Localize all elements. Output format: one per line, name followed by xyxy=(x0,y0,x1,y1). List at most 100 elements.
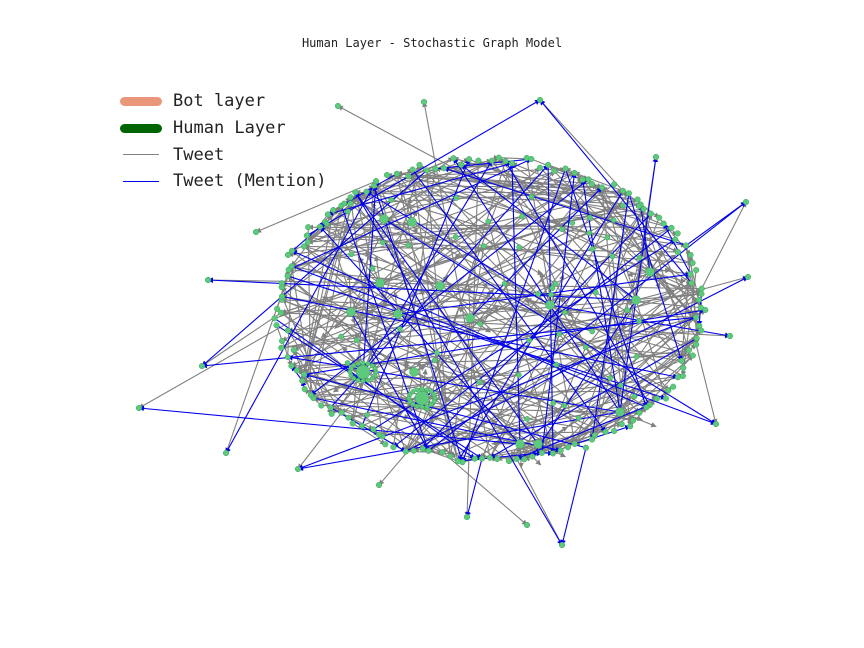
graph-node xyxy=(643,404,650,411)
graph-node xyxy=(370,426,377,433)
tweet-edge xyxy=(541,347,587,454)
graph-node xyxy=(288,263,295,270)
graph-node xyxy=(609,253,616,260)
graph-node xyxy=(488,157,495,164)
graph-node xyxy=(693,341,700,348)
tweet-edge xyxy=(487,221,555,454)
tweet-edge xyxy=(561,228,687,248)
graph-node xyxy=(425,447,432,454)
graph-node xyxy=(689,259,696,267)
legend-swatch-human-layer xyxy=(120,123,162,133)
graph-node xyxy=(528,193,535,200)
graph-node xyxy=(419,445,426,452)
mention-edge xyxy=(590,193,630,441)
legend-item-tweet-mention: Tweet (Mention) xyxy=(118,168,327,195)
graph-node xyxy=(439,449,446,456)
tweet-edge xyxy=(649,271,686,283)
tweet-edge xyxy=(386,174,556,285)
graph-node xyxy=(477,321,483,327)
graph-node xyxy=(301,371,308,378)
graph-node xyxy=(625,190,632,197)
graph-node xyxy=(379,214,389,224)
graph-node xyxy=(712,420,720,428)
graph-node xyxy=(316,223,324,230)
legend-swatch-tweet xyxy=(123,154,159,156)
graph-node xyxy=(222,449,230,457)
graph-node xyxy=(376,431,383,438)
tweet-edge xyxy=(296,219,614,371)
graph-node xyxy=(279,293,286,300)
mention-edge xyxy=(366,191,551,306)
tweet-edge xyxy=(319,197,457,229)
graph-node xyxy=(330,206,337,214)
graph-node xyxy=(495,154,502,161)
mention-edge xyxy=(319,226,521,445)
graph-node xyxy=(689,352,696,359)
graph-node xyxy=(538,449,545,456)
graph-node xyxy=(634,196,641,203)
graph-node xyxy=(582,444,589,451)
graph-node xyxy=(672,236,679,243)
graph-node xyxy=(521,456,528,463)
legend-label: Tweet xyxy=(173,144,225,165)
graph-node xyxy=(486,454,493,461)
graph-node xyxy=(624,307,631,314)
graph-node xyxy=(365,377,371,383)
graph-node xyxy=(419,386,425,392)
graph-node xyxy=(633,353,640,360)
graph-node xyxy=(744,273,752,281)
mention-edge xyxy=(340,173,398,207)
graph-node xyxy=(423,167,430,174)
mention-edge xyxy=(505,160,651,406)
graph-node xyxy=(380,239,386,246)
graph-node xyxy=(465,313,475,323)
tweet-edge xyxy=(296,369,415,452)
mention-edge xyxy=(288,158,532,271)
mention-edge xyxy=(297,316,697,470)
graph-node xyxy=(463,513,471,521)
graph-node xyxy=(355,364,371,380)
graph-node xyxy=(420,98,428,106)
mention-edge xyxy=(303,373,587,449)
tweet-edge xyxy=(483,179,584,247)
graph-node xyxy=(409,367,419,377)
graph-node xyxy=(662,395,669,402)
graph-node xyxy=(668,224,675,231)
legend-swatch-bot-layer xyxy=(120,96,162,106)
graph-node xyxy=(388,197,394,203)
graph-node xyxy=(502,158,509,165)
graph-node xyxy=(304,239,311,246)
graph-node xyxy=(365,361,371,367)
graph-node xyxy=(515,439,525,449)
mention-edge xyxy=(539,99,692,284)
graph-node xyxy=(655,214,663,221)
graph-node xyxy=(410,401,416,407)
mention-edge xyxy=(287,275,667,400)
graph-node xyxy=(434,349,440,356)
tweet-edge xyxy=(281,282,579,419)
graph-node xyxy=(561,309,568,316)
graph-node xyxy=(475,157,482,164)
graph-node xyxy=(360,378,366,384)
graph-node xyxy=(274,305,281,312)
tweet-edge xyxy=(585,239,676,348)
graph-node xyxy=(372,372,378,378)
mention-edge xyxy=(327,162,513,216)
graph-node xyxy=(382,441,389,448)
mention-edge xyxy=(405,276,749,453)
graph-node xyxy=(432,165,439,172)
mention-edge xyxy=(306,99,541,237)
tweet-edge xyxy=(280,291,596,350)
tweet-edge xyxy=(306,234,593,332)
mention-edge xyxy=(628,193,683,362)
tweet-edge xyxy=(352,422,386,445)
legend-label: Tweet (Mention) xyxy=(173,171,327,192)
graph-node xyxy=(476,379,483,385)
mention-edge xyxy=(489,337,698,459)
graph-node xyxy=(405,173,412,180)
graph-node xyxy=(505,458,513,465)
graph-node xyxy=(526,337,533,344)
graph-node xyxy=(355,377,361,383)
mention-edge xyxy=(428,201,747,452)
graph-node xyxy=(550,400,557,406)
